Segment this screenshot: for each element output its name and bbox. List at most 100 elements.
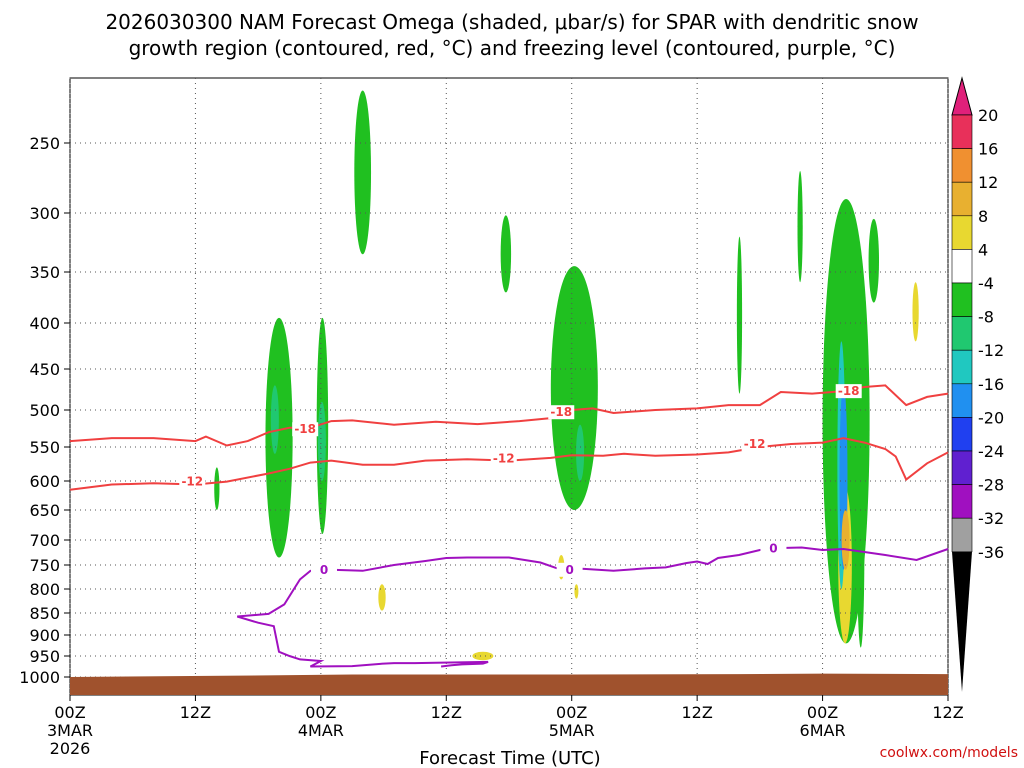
green-band-3 — [265, 317, 293, 558]
contour-label-bg — [179, 474, 206, 489]
x-tick-label: 12Z — [180, 703, 211, 722]
colorbar-swatch — [951, 450, 973, 485]
plot-area: -18 -18 -18 -12 -12 -12 0 0 0 — [69, 77, 949, 696]
colorbar-label: -16 — [978, 375, 1004, 394]
x-date-label: 6MAR — [800, 721, 846, 740]
colorbar-swatch — [951, 349, 973, 385]
colorbar-label: 20 — [978, 106, 998, 125]
colorbar-swatch — [951, 114, 973, 149]
y-tick-label: 350 — [29, 263, 60, 282]
contour-label: -12 — [744, 437, 766, 451]
contour-line-freezing-level-lower — [236, 615, 489, 668]
y-tick-label: 800 — [29, 580, 60, 599]
x-tick-label: 12Z — [431, 703, 462, 722]
contour-label: -18 — [838, 384, 860, 398]
colorbar-swatch — [951, 383, 973, 418]
contour-label: 0 — [565, 563, 573, 577]
y-tick-label: 1000 — [19, 668, 60, 687]
x-tick-label: 00Z — [556, 703, 587, 722]
y-tick-label: 300 — [29, 204, 60, 223]
y-tick-label: 450 — [29, 360, 60, 379]
contours: -18 -18 -18 -12 -12 -12 0 0 0 — [69, 384, 949, 668]
contour-label-bg — [292, 422, 319, 437]
contour-label: -18 — [550, 405, 572, 419]
green-band-7 — [736, 236, 743, 394]
y-axis: 250 300 350 400 450 500 550 600 650 700 750 800 850 9… — [19, 134, 70, 687]
colorbar-swatch — [951, 316, 973, 351]
contour-label-bg — [741, 437, 768, 452]
colorbar: 20 16 12 8 4 -4 -8 -12 -16 -20 -24 -28 -32 -36 — [951, 76, 1004, 692]
x-tick-label: 00Z — [807, 703, 838, 722]
y-tick-label: 950 — [29, 647, 60, 666]
contour-label-bg — [310, 562, 337, 577]
y-tick-label: 750 — [29, 556, 60, 575]
x-tick-label: 00Z — [54, 703, 85, 722]
y-tick-label: 400 — [29, 314, 60, 333]
x-date-label: 5MAR — [549, 721, 595, 740]
colorbar-swatch — [951, 282, 973, 317]
green-band-2 — [214, 467, 220, 511]
green-band-1 — [354, 90, 372, 255]
green-band-10 — [868, 218, 880, 303]
colorbar-swatch — [951, 517, 973, 553]
colorbar-label: -24 — [978, 442, 1004, 461]
contour-label-bg — [556, 562, 583, 577]
y-tick-label: 900 — [29, 626, 60, 645]
y-tick-label: 850 — [29, 604, 60, 623]
yellow-area-5 — [912, 282, 919, 342]
colorbar-swatch — [951, 417, 973, 452]
colorbar-bottom-arrow — [952, 551, 972, 692]
x-axis-title: Forecast Time (UTC) — [419, 748, 600, 768]
x-date-label: 3MAR — [47, 721, 93, 740]
contour-label: -12 — [493, 452, 515, 466]
colorbar-top-arrow — [951, 76, 973, 116]
plot-frame — [69, 77, 949, 696]
ground-fill — [70, 673, 948, 695]
colorbar-label: 4 — [978, 240, 988, 259]
chart-title-line-1: 2026030300 NAM Forecast Omega (shaded, μ… — [105, 10, 918, 34]
core-teal-1 — [270, 385, 279, 454]
green-band-8 — [797, 171, 803, 283]
x-year-label: 2026 — [50, 739, 91, 758]
y-tick-label: 650 — [29, 501, 60, 520]
contour-label-bg — [548, 405, 575, 420]
contour-label: -18 — [294, 422, 316, 436]
colorbar-swatch — [951, 484, 973, 519]
colorbar-label: -20 — [978, 408, 1004, 427]
colorbar-swatch — [951, 148, 973, 183]
green-band-6 — [550, 266, 598, 510]
contour-label: -12 — [181, 475, 203, 489]
contour-label-bg — [760, 541, 787, 556]
contour-label: 0 — [320, 563, 328, 577]
core-teal-2 — [317, 401, 326, 481]
colorbar-label: 12 — [978, 173, 998, 192]
colorbar-label: 16 — [978, 140, 998, 159]
colorbar-label: 8 — [978, 207, 988, 226]
contour-label-bg — [490, 451, 517, 466]
colorbar-label: -4 — [978, 274, 994, 293]
chart-title-line-2: growth region (contoured, red, °C) and f… — [129, 36, 896, 60]
colorbar-swatch — [951, 249, 973, 284]
y-tick-label: 250 — [29, 134, 60, 153]
yellow-area-1 — [378, 584, 386, 611]
yellow-area-4 — [574, 584, 579, 599]
green-band-5 — [500, 215, 512, 293]
y-tick-label: 550 — [29, 438, 60, 457]
x-tick-label: 12Z — [932, 703, 963, 722]
site-credit[interactable]: coolwx.com/models — [880, 745, 1018, 761]
colorbar-label: -36 — [978, 543, 1004, 562]
y-tick-label: 700 — [29, 531, 60, 550]
core-teal-3 — [576, 424, 585, 481]
colorbar-label: -28 — [978, 476, 1004, 495]
colorbar-label: -12 — [978, 341, 1004, 360]
colorbar-swatch — [951, 215, 973, 250]
contour-label: 0 — [769, 542, 777, 556]
x-tick-label: 12Z — [681, 703, 712, 722]
colorbar-swatch — [951, 181, 973, 217]
contour-label-bg — [835, 384, 862, 399]
colorbar-label: -8 — [978, 308, 994, 327]
x-tick-label: 00Z — [305, 703, 336, 722]
y-tick-label: 500 — [29, 401, 60, 420]
